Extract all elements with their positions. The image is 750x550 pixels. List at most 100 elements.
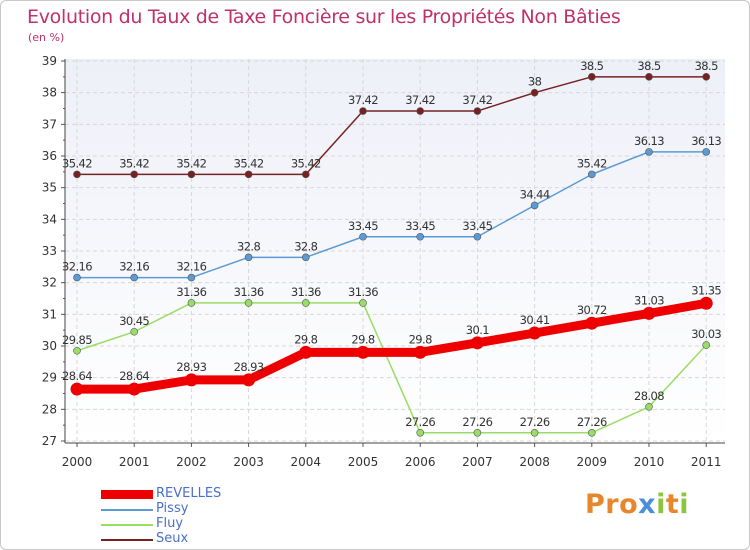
data-point-fluy [187,299,196,307]
x-tick-label: 2005 [348,455,379,469]
data-point-revelles [470,336,484,350]
y-tick-label: 39 [42,54,57,68]
legend-swatch [101,490,153,499]
x-tick-label: 2007 [462,455,493,469]
data-label-revelles: 31.35 [691,283,721,297]
data-point-pissy [359,232,367,241]
x-tick-label: 2000 [62,455,93,469]
data-label-seux: 38.5 [637,59,660,73]
data-point-seux [645,73,653,81]
data-point-seux [244,170,253,179]
chart-legend: REVELLES Pissy Fluy Seux [101,486,301,547]
y-tick-label: 35 [42,181,57,195]
x-tick-label: 2011 [691,455,722,469]
data-label-fluy: 31.36 [291,285,321,299]
data-point-revelles [528,326,542,340]
proxiti-logo: Proxiti [585,489,690,520]
data-point-revelles [413,345,427,359]
data-label-seux: 37.42 [462,93,492,107]
data-label-fluy: 27.26 [462,415,492,429]
legend-item-revelles: REVELLES [101,486,301,502]
data-label-fluy: 27.26 [577,415,607,429]
data-label-pissy: 33.45 [405,219,435,233]
data-label-fluy: 30.03 [691,327,721,341]
data-label-seux: 37.42 [405,93,435,107]
data-point-fluy [645,402,653,411]
data-label-pissy: 36.13 [691,134,721,148]
data-point-revelles [70,382,84,396]
data-label-revelles: 30.72 [577,303,607,317]
legend-item-seux: Seux [101,531,301,547]
y-tick-label: 34 [42,212,57,226]
data-point-pissy [416,232,425,241]
x-tick-label: 2009 [577,455,608,469]
data-point-seux [416,107,425,115]
data-label-pissy: 34.44 [520,187,550,201]
data-label-fluy: 31.36 [234,285,264,299]
legend-label: Pissy [156,501,189,516]
data-point-seux [359,107,367,115]
y-tick-label: 38 [42,86,57,100]
data-label-fluy: 30.45 [119,314,149,328]
data-label-pissy: 32.16 [62,260,92,274]
data-point-seux [73,170,81,179]
legend-item-fluy: Fluy [101,516,301,532]
data-label-seux: 35.42 [62,156,92,170]
x-tick-label: 2003 [233,455,264,469]
x-tick-label: 2010 [634,455,665,469]
y-tick-label: 33 [42,244,57,258]
data-label-revelles: 30.41 [520,313,550,327]
data-point-revelles [356,345,370,359]
legend-swatch [101,509,153,511]
chart-unit-label: (en %) [28,31,65,44]
data-label-fluy: 28.08 [634,389,664,403]
data-point-pissy [587,170,596,179]
data-point-pissy [702,148,711,156]
data-label-revelles: 28.93 [176,360,206,374]
data-label-revelles: 29.8 [409,332,432,346]
legend-label: Seux [156,531,189,546]
data-point-seux [301,170,310,179]
data-label-fluy: 27.26 [520,415,550,429]
data-label-fluy: 31.36 [176,285,206,299]
series-line-revelles [72,298,711,394]
data-label-revelles: 31.03 [634,293,664,307]
data-label-pissy: 32.8 [237,239,260,253]
data-point-seux [530,88,539,97]
data-label-fluy: 27.26 [405,415,435,429]
legend-item-pissy: Pissy [101,501,301,517]
data-point-revelles [585,316,599,330]
data-point-pissy [530,201,539,210]
series-line-seux [76,76,707,176]
data-point-fluy [702,341,711,349]
data-label-seux: 35.42 [291,156,321,170]
data-label-pissy: 32.16 [176,260,206,274]
data-point-revelles [127,382,141,396]
data-point-seux [587,73,596,81]
data-point-pissy [130,273,138,282]
data-point-fluy [587,428,596,437]
data-point-pissy [187,273,196,282]
data-point-fluy [244,299,253,307]
legend-label: REVELLES [156,486,222,501]
y-tick-label: 32 [42,276,57,290]
y-tick-label: 31 [42,307,57,321]
data-label-pissy: 33.45 [348,219,378,233]
data-label-fluy: 29.85 [62,333,92,347]
data-point-revelles [642,306,656,320]
data-label-seux: 38.5 [580,59,603,73]
data-point-pissy [645,148,653,156]
data-point-pissy [473,232,482,241]
x-tick-label: 2001 [119,455,150,469]
data-point-revelles [184,373,198,387]
data-point-fluy [473,428,482,437]
data-label-revelles: 29.8 [294,332,317,346]
data-point-seux [473,107,482,115]
data-point-fluy [130,327,138,336]
x-tick-label: 2004 [291,455,322,469]
data-label-pissy: 32.16 [119,260,149,274]
data-point-seux [702,73,711,81]
data-label-seux: 35.42 [234,156,264,170]
y-tick-label: 27 [42,434,57,448]
